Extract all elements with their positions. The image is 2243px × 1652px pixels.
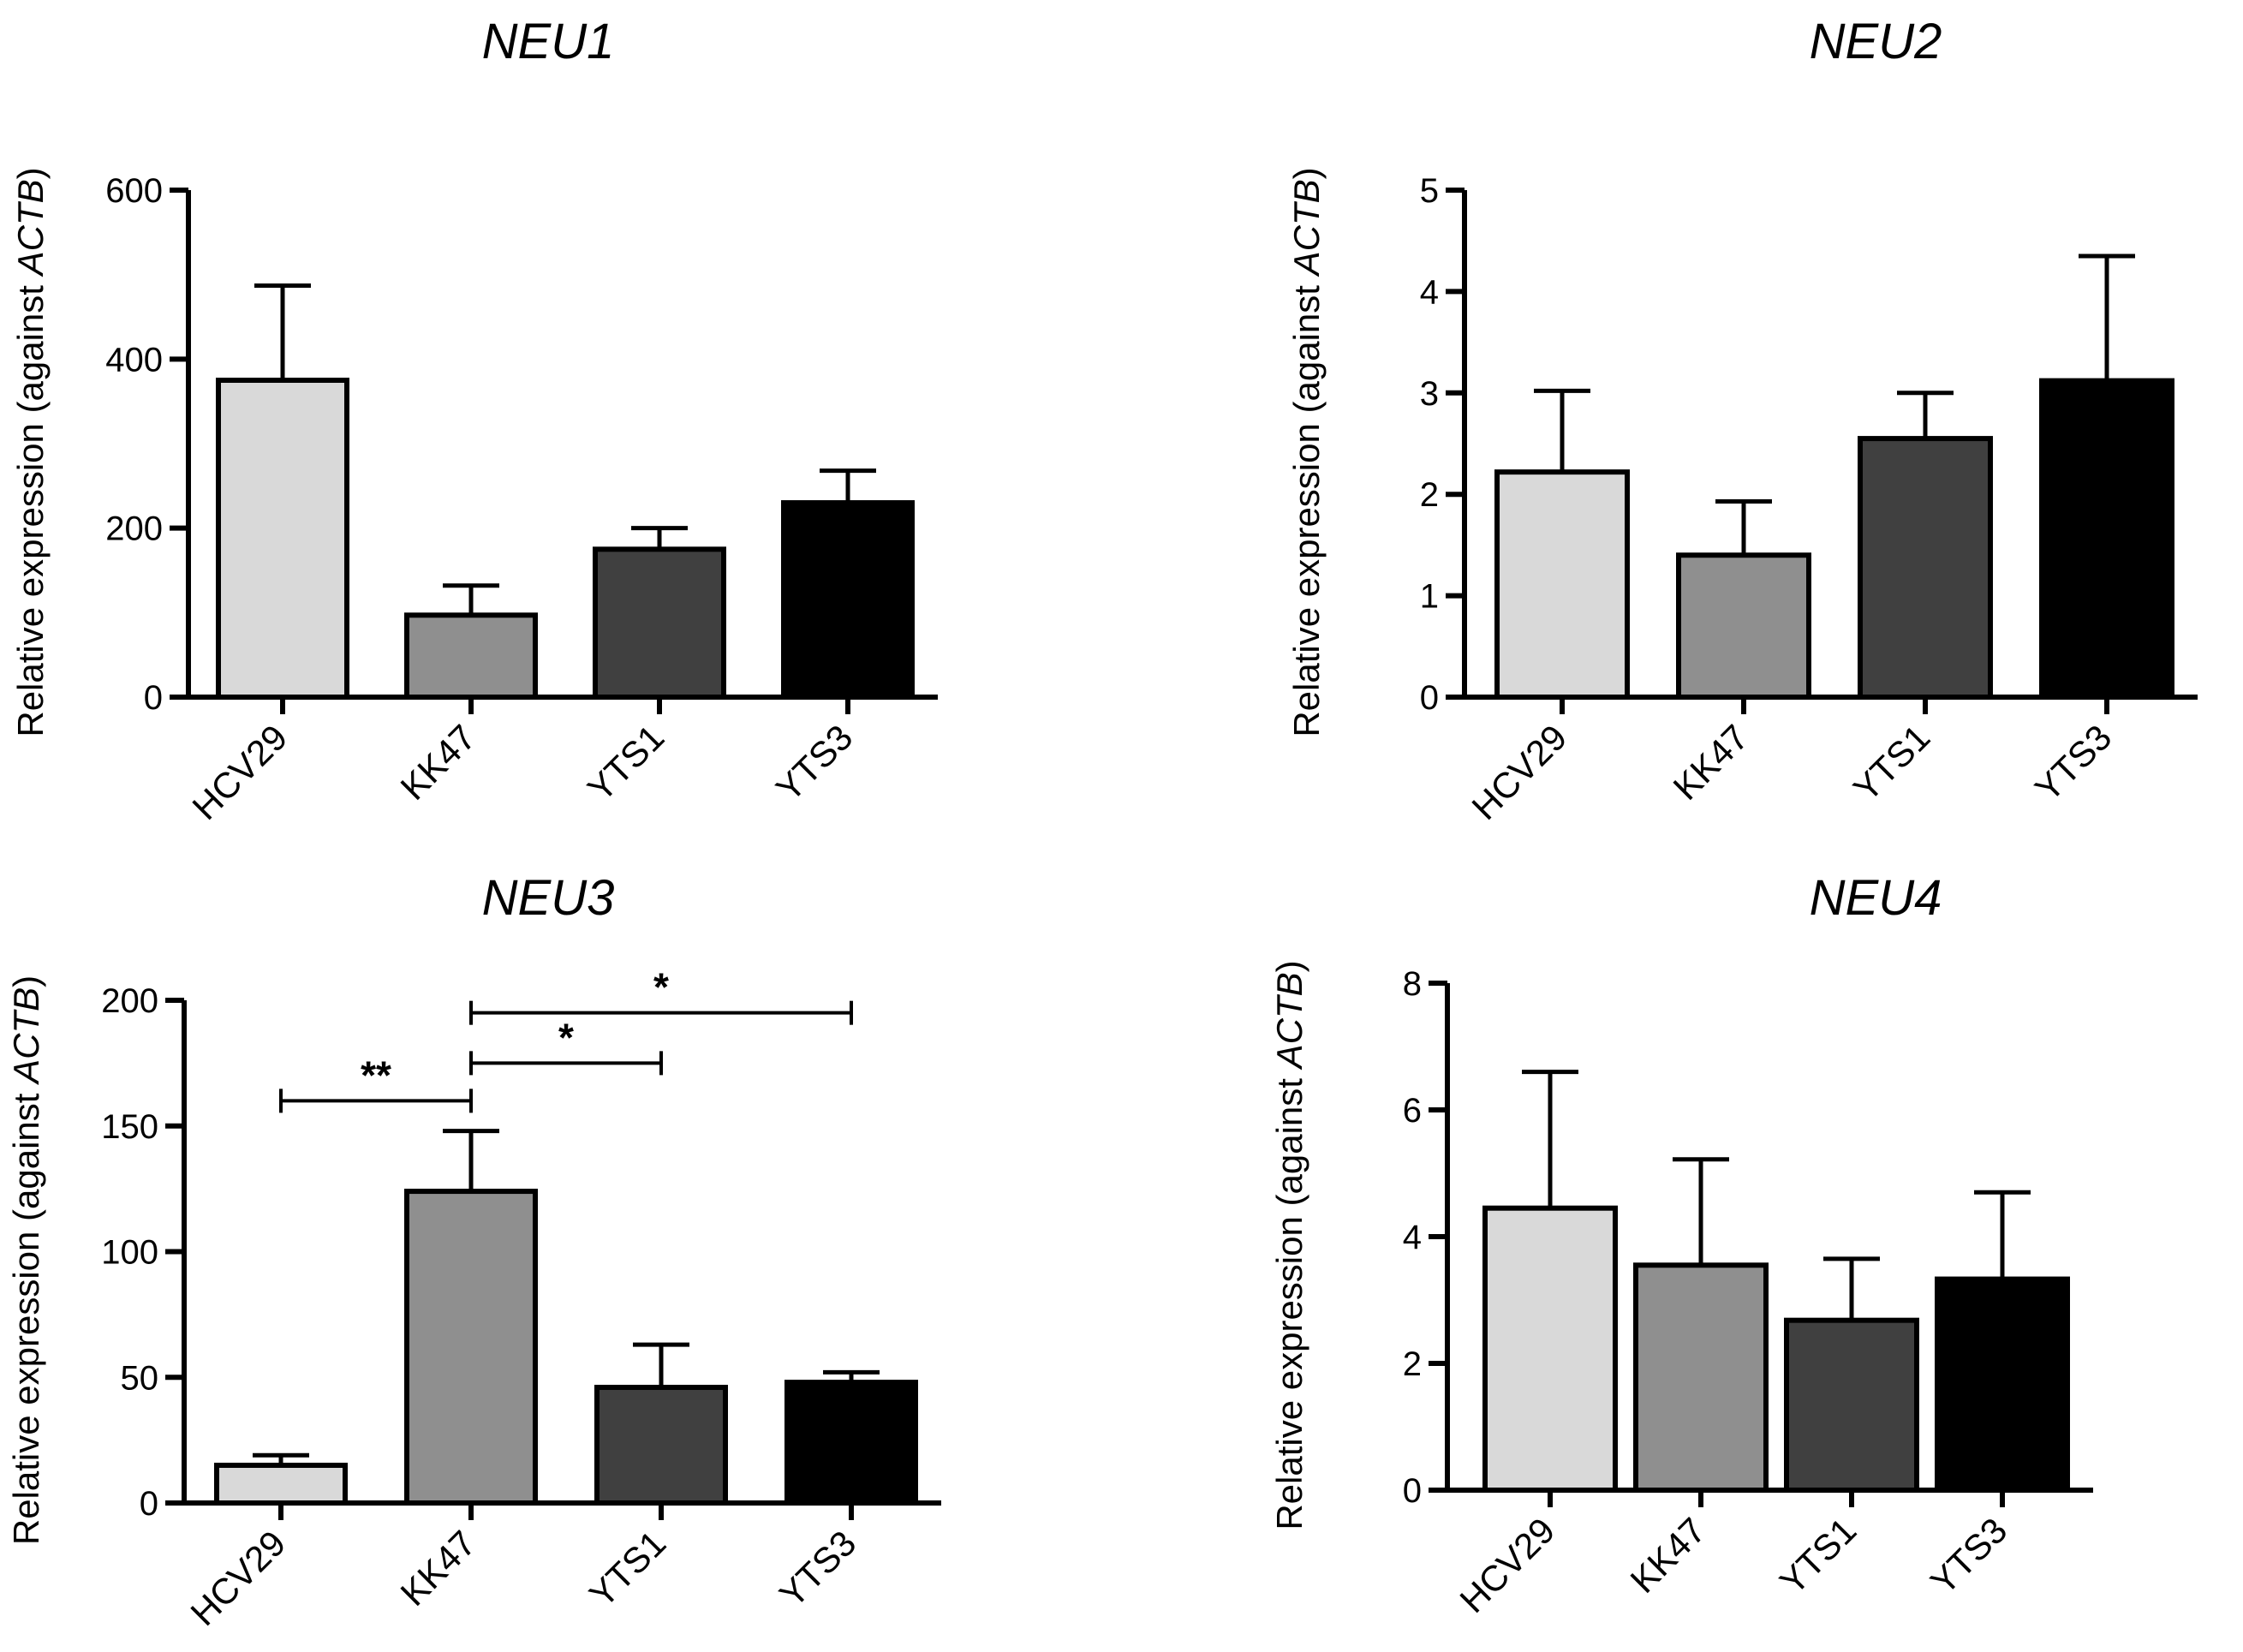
y-axis-label: Relative expression (against ACTB) [6, 975, 46, 1545]
y-tick-label: 600 [105, 172, 163, 210]
category-label-hcv29: HCV29 [184, 717, 295, 827]
bar-kk47 [404, 612, 538, 700]
category-label-yts3: YTS3 [2027, 717, 2120, 809]
significance-label: * [558, 1015, 574, 1059]
bar-hcv29 [214, 1462, 348, 1506]
bar-hcv29 [1494, 469, 1630, 700]
y-axis-label-gene: ACTB [1269, 972, 1309, 1071]
chart-panel-neu3: NEU3 Relative expression (against ACTB) 0 5… [6, 870, 941, 1633]
category-label-kk47: KK47 [392, 717, 483, 808]
category-label-kk47: KK47 [1622, 1510, 1713, 1601]
y-tick-label: 0 [1420, 679, 1439, 717]
bar-yts1 [593, 546, 726, 700]
y-axis-label-prefix: Relative expression (against [1269, 1068, 1309, 1530]
bar-yts1 [1784, 1317, 1919, 1494]
y-tick-label: 150 [101, 1108, 158, 1146]
y-axis-label: Relative expression (against ACTB) [1286, 167, 1327, 737]
y-axis-label-gene: ACTB [10, 179, 51, 277]
bar-hcv29 [216, 378, 349, 700]
category-label-hcv29: HCV29 [1452, 1510, 1562, 1620]
category-label-yts1: YTS1 [1772, 1510, 1864, 1602]
y-tick-label: 2 [1420, 476, 1439, 514]
bar-yts3 [781, 500, 915, 700]
y-axis-label-suffix: ) [1269, 960, 1309, 972]
y-axis-label-gene: ACTB [6, 987, 46, 1086]
y-tick-label: 5 [1420, 172, 1439, 210]
y-tick-label: 400 [105, 341, 163, 379]
chart-panel-neu2: NEU2 Relative expression (against ACTB) 0 1… [1286, 14, 2198, 827]
y-tick-label: 1 [1420, 578, 1439, 616]
bar-kk47 [1633, 1262, 1769, 1494]
y-tick-label: 200 [101, 982, 158, 1020]
category-label-yts1: YTS1 [582, 1523, 674, 1615]
y-axis-label-suffix: ) [10, 167, 51, 179]
bar-yts3 [2039, 378, 2174, 700]
y-tick-label: 0 [1403, 1472, 1422, 1510]
y-tick-label: 50 [121, 1359, 159, 1397]
y-tick-label: 8 [1403, 965, 1422, 1003]
y-tick-label: 2 [1403, 1345, 1422, 1383]
chart-title: NEU4 [1810, 870, 1942, 926]
category-label-kk47: KK47 [1665, 717, 1756, 808]
category-label-yts3: YTS3 [1923, 1510, 2015, 1602]
bar-hcv29 [1482, 1205, 1618, 1493]
significance-label: * [653, 965, 669, 1010]
y-axis-label-prefix: Relative expression (against [10, 275, 51, 737]
category-label-yts3: YTS3 [772, 1523, 864, 1615]
y-axis-label-suffix: ) [6, 975, 46, 987]
y-tick-label: 4 [1403, 1219, 1422, 1256]
y-axis-label-gene: ACTB [1286, 179, 1327, 277]
chart-title: NEU3 [482, 870, 615, 926]
bar-yts1 [1858, 436, 1993, 701]
bar-kk47 [1676, 552, 1811, 700]
y-axis-label-prefix: Relative expression (against [1286, 275, 1327, 737]
category-label-yts1: YTS1 [1846, 717, 1938, 809]
category-label-hcv29: HCV29 [182, 1523, 293, 1633]
y-tick-label: 200 [105, 510, 163, 548]
chart-panel-neu1: NEU1 Relative expression (against ACTB) 0 2… [10, 14, 938, 827]
y-tick-label: 0 [140, 1485, 158, 1523]
chart-title: NEU2 [1810, 14, 1942, 69]
category-label-hcv29: HCV29 [1464, 717, 1574, 827]
category-label-kk47: KK47 [392, 1523, 483, 1613]
bar-yts3 [1935, 1276, 2070, 1493]
significance-label: ** [361, 1053, 391, 1097]
bar-kk47 [404, 1189, 538, 1506]
chart-panel-neu4: NEU4 Relative expression (against ACTB) 0 2… [1269, 870, 2093, 1620]
y-tick-label: 0 [144, 679, 163, 717]
y-tick-label: 3 [1420, 375, 1439, 413]
y-tick-label: 100 [101, 1234, 158, 1272]
category-label-yts3: YTS3 [768, 717, 861, 809]
bar-yts3 [784, 1380, 918, 1506]
y-tick-label: 6 [1403, 1092, 1422, 1130]
category-label-yts1: YTS1 [580, 717, 672, 809]
y-axis-label-prefix: Relative expression (against [6, 1083, 46, 1545]
y-axis-label: Relative expression (against ACTB) [10, 167, 51, 737]
y-axis-label: Relative expression (against ACTB) [1269, 960, 1309, 1530]
y-tick-label: 4 [1420, 273, 1439, 311]
y-axis-label-suffix: ) [1286, 167, 1327, 179]
chart-title: NEU1 [482, 14, 615, 69]
bar-yts1 [594, 1384, 728, 1506]
